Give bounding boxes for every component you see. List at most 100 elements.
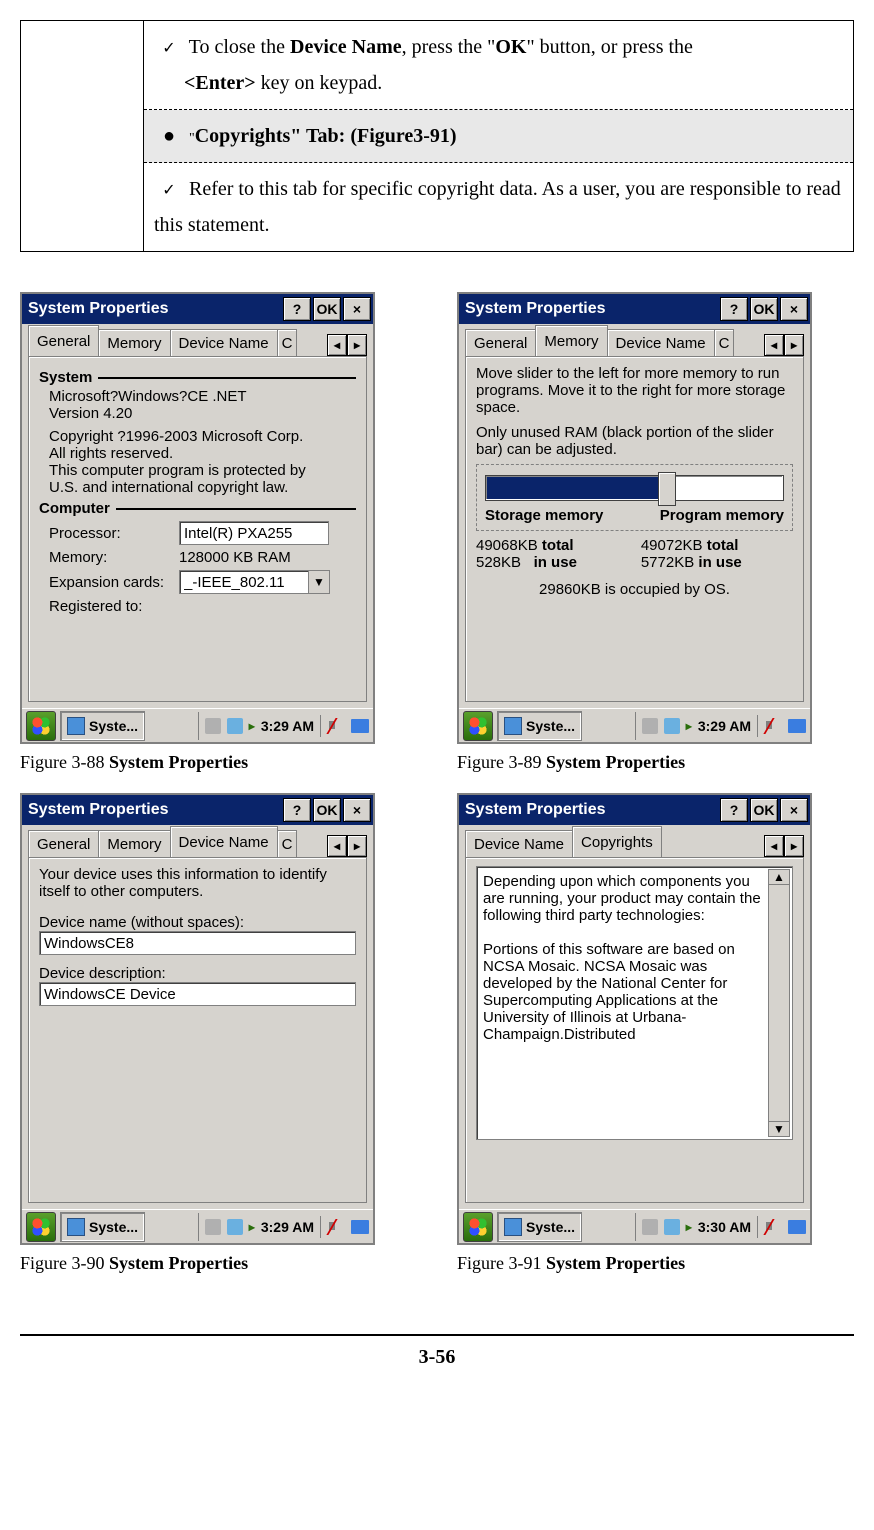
network-icon[interactable] xyxy=(205,718,221,734)
tab-memory[interactable]: Memory xyxy=(535,325,607,356)
tab-scroll-right-button[interactable]: ▸ xyxy=(784,835,804,857)
taskbar-app-button[interactable]: Syste... xyxy=(60,711,145,741)
system-properties-dialog-memory: System Properties ? OK × General Memory … xyxy=(457,292,812,744)
tab-device-name[interactable]: Device Name xyxy=(465,830,573,857)
network-icon[interactable] xyxy=(642,1219,658,1235)
network-icon[interactable] xyxy=(642,718,658,734)
os-line2: Version 4.20 xyxy=(49,405,356,422)
taskbar: Syste... ▸ 3:30 AM xyxy=(459,1209,810,1243)
speaker-mute-icon[interactable] xyxy=(764,718,782,734)
expansion-combo[interactable]: ▼ xyxy=(179,570,330,594)
processor-label: Processor: xyxy=(49,525,179,542)
desktop-icon[interactable] xyxy=(351,719,369,733)
titlebar: System Properties ? OK × xyxy=(459,294,810,324)
tab-copyrights[interactable]: Copyrights xyxy=(572,826,662,857)
network-icon[interactable] xyxy=(205,1219,221,1235)
tab-scroll-left-button[interactable]: ◂ xyxy=(327,835,347,857)
storage-label: Storage memory xyxy=(485,507,603,524)
copyrights-tab-panel: Depending upon which components you are … xyxy=(465,857,804,1203)
globe-icon[interactable] xyxy=(664,718,680,734)
help-button[interactable]: ? xyxy=(283,297,311,321)
expansion-label: Expansion cards: xyxy=(49,574,179,591)
help-button[interactable]: ? xyxy=(283,798,311,822)
taskbar-app-button[interactable]: Syste... xyxy=(60,1212,145,1242)
slider-thumb[interactable] xyxy=(658,472,676,506)
tab-more[interactable]: C xyxy=(277,329,298,356)
tab-scroll-left-button[interactable]: ◂ xyxy=(764,334,784,356)
tab-memory[interactable]: Memory xyxy=(98,830,170,857)
general-tab-panel: System Microsoft?Windows?CE .NET Version… xyxy=(28,356,367,702)
tab-device-name[interactable]: Device Name xyxy=(607,329,715,356)
globe-icon[interactable] xyxy=(227,718,243,734)
close-button[interactable]: × xyxy=(343,798,371,822)
device-name-tab-panel: Your device uses this information to ide… xyxy=(28,857,367,1203)
close-button[interactable]: × xyxy=(780,798,808,822)
storage-inuse-val: 528KB xyxy=(476,554,521,571)
device-desc-input[interactable] xyxy=(39,982,356,1006)
globe-icon[interactable] xyxy=(227,1219,243,1235)
processor-field[interactable] xyxy=(179,521,329,545)
caption-91a: Figure 3-91 xyxy=(457,1253,546,1273)
system-tray: ▸ 3:30 AM xyxy=(635,1213,806,1241)
speaker-mute-icon[interactable] xyxy=(327,1219,345,1235)
tab-scroll-right-button[interactable]: ▸ xyxy=(347,334,367,356)
titlebar: System Properties ? OK × xyxy=(22,795,373,825)
close-button[interactable]: × xyxy=(343,297,371,321)
tab-device-name[interactable]: Device Name xyxy=(170,329,278,356)
device-desc-label: Device description: xyxy=(39,965,356,982)
program-label: Program memory xyxy=(660,507,784,524)
tab-scroll-right-button[interactable]: ▸ xyxy=(347,835,367,857)
start-button[interactable] xyxy=(463,1212,493,1242)
close-button[interactable]: × xyxy=(780,297,808,321)
copyright-line2: All rights reserved. xyxy=(49,445,356,462)
chevron-down-icon[interactable]: ▼ xyxy=(309,570,330,594)
start-button[interactable] xyxy=(463,711,493,741)
tab-scroll-left-button[interactable]: ◂ xyxy=(327,334,347,356)
desktop-icon[interactable] xyxy=(788,1220,806,1234)
globe-icon[interactable] xyxy=(664,1219,680,1235)
copyright-line3: This computer program is protected by xyxy=(49,462,356,479)
check-icon: ✓ xyxy=(154,177,184,206)
taskbar-app-button[interactable]: Syste... xyxy=(497,1212,582,1242)
scrollbar[interactable] xyxy=(768,869,790,1137)
tab-scroll-right-button[interactable]: ▸ xyxy=(784,334,804,356)
start-button[interactable] xyxy=(26,1212,56,1242)
ok-button[interactable]: OK xyxy=(313,297,341,321)
tab-general[interactable]: General xyxy=(28,325,99,356)
tray-arrow-icon: ▸ xyxy=(686,719,692,733)
device-name-input[interactable] xyxy=(39,931,356,955)
tab-general[interactable]: General xyxy=(465,329,536,356)
speaker-mute-icon[interactable] xyxy=(327,718,345,734)
caption-89b: System Properties xyxy=(546,752,685,772)
page-number: 3-56 xyxy=(20,1334,854,1369)
tab-more[interactable]: C xyxy=(277,830,298,857)
help-button[interactable]: ? xyxy=(720,798,748,822)
taskbar-app-button[interactable]: Syste... xyxy=(497,711,582,741)
tab-general[interactable]: General xyxy=(28,830,99,857)
start-button[interactable] xyxy=(26,711,56,741)
ok-button[interactable]: OK xyxy=(313,798,341,822)
slider-fill xyxy=(487,477,665,499)
tab-more[interactable]: C xyxy=(714,329,735,356)
tray-arrow-icon: ▸ xyxy=(249,1220,255,1234)
storage-inuse-lbl: in use xyxy=(534,554,577,571)
memory-slider[interactable] xyxy=(485,475,784,501)
taskbar: Syste... ▸ 3:29 AM xyxy=(459,708,810,742)
help-button[interactable]: ? xyxy=(720,297,748,321)
system-tray: ▸ 3:29 AM xyxy=(198,712,369,740)
desktop-icon[interactable] xyxy=(351,1220,369,1234)
memory-slider-box: Storage memory Program memory xyxy=(476,464,793,531)
tab-device-name[interactable]: Device Name xyxy=(170,826,278,857)
check-icon: ✓ xyxy=(154,35,184,64)
tab-memory[interactable]: Memory xyxy=(98,329,170,356)
ok-button[interactable]: OK xyxy=(750,297,778,321)
dialog-title: System Properties xyxy=(465,801,720,819)
ok-button[interactable]: OK xyxy=(750,798,778,822)
storage-total-val: 49068KB xyxy=(476,537,538,554)
taskbar: Syste... ▸ 3:29 AM xyxy=(22,708,373,742)
tab-scroll-left-button[interactable]: ◂ xyxy=(764,835,784,857)
speaker-mute-icon[interactable] xyxy=(764,1219,782,1235)
desktop-icon[interactable] xyxy=(788,719,806,733)
refer-text: Refer to this tab for specific copyright… xyxy=(154,178,841,236)
taskbar: Syste... ▸ 3:29 AM xyxy=(22,1209,373,1243)
